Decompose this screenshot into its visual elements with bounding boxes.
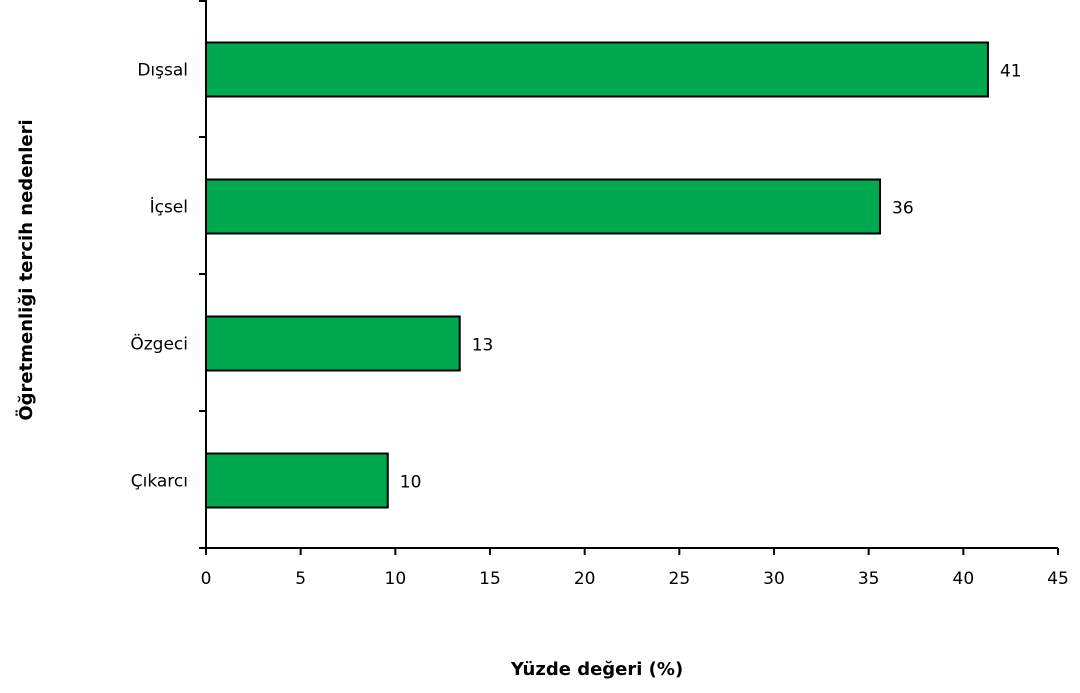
category-label: Özgeci [130,333,188,355]
bar [205,178,882,235]
x-axis-title: Yüzde değeri (%) [510,659,683,680]
x-axis-ticks: 0 5 10 15 20 25 30 35 40 45 [201,548,1069,589]
data-labels: 41 36 13 10 [400,62,1022,493]
category-label: Çıkarcı [131,472,188,492]
x-tick-label: 25 [669,569,691,589]
data-label: 41 [1000,62,1022,82]
category-label: İçsel [150,197,188,218]
x-tick-label: 20 [574,569,596,589]
y-axis-title: Öğretmenliği tercih nedenleri [15,119,37,420]
x-tick-label: 5 [295,569,306,589]
bars-group [205,41,989,509]
x-tick-label: 0 [201,569,212,589]
x-tick-label: 35 [858,569,880,589]
x-tick-label: 15 [479,569,501,589]
x-tick-label: 40 [953,569,975,589]
x-tick-label: 10 [385,569,407,589]
bar [205,315,461,372]
bar [205,452,389,509]
data-label: 36 [892,199,914,219]
x-tick-label: 30 [763,569,785,589]
bar [205,41,989,98]
category-labels: Dışsal İçsel Özgeci Çıkarcı [130,61,188,492]
category-label: Dışsal [137,61,188,81]
x-tick-label: 45 [1047,569,1069,589]
data-label: 13 [472,336,494,356]
data-label: 10 [400,473,422,493]
